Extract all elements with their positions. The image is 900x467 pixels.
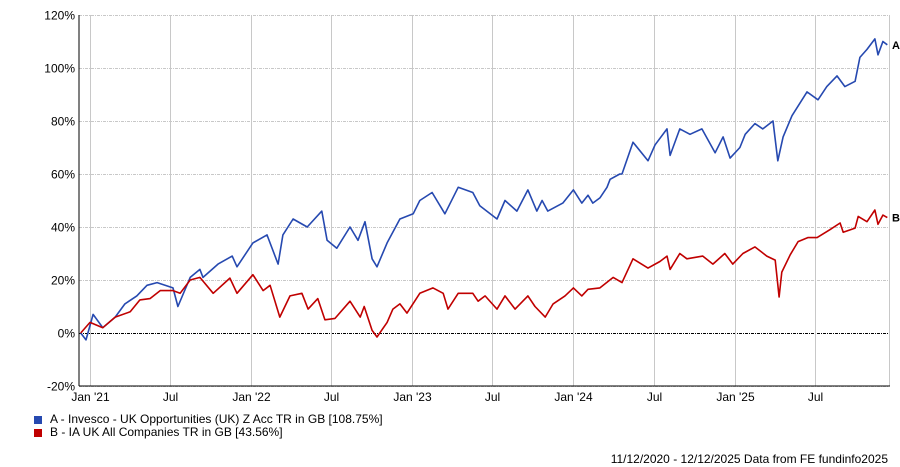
y-tick-label: 40% <box>51 221 75 235</box>
x-tick-label: Jan '25 <box>716 390 755 404</box>
y-tick-label: 0% <box>58 327 76 341</box>
y-axis-ticks: -20% 0% 20% 40% 60% 80% 100% 120% <box>44 9 75 394</box>
legend-label-b: B - IA UK All Companies TR in GB [43.56%… <box>50 425 283 439</box>
x-tick-label: Jan '21 <box>71 390 110 404</box>
x-tick-label: Jul <box>485 390 500 404</box>
footer-date-range: 11/12/2020 - 12/12/2025 Data from FE fun… <box>610 452 888 466</box>
series-line-a <box>80 38 888 341</box>
series-end-label-a: A <box>892 40 900 52</box>
x-tick-label: Jan '23 <box>393 390 432 404</box>
series-end-label-b: B <box>892 213 900 225</box>
x-tick-label: Jan '22 <box>232 390 271 404</box>
y-tick-label: 100% <box>44 62 75 76</box>
legend-swatch-a <box>34 415 42 424</box>
y-tick-label: -20% <box>47 380 75 394</box>
x-tick-label: Jan '24 <box>554 390 593 404</box>
performance-chart: -20%0%20%40%60%80%100%120% Jan '21 Jul Jan… <box>44 9 900 405</box>
x-tick-label: Jul <box>163 390 178 404</box>
x-axis-ticks: Jan '21 Jul Jan '22 Jul Jan '23 Jul Jan '24 Jul… <box>71 390 823 404</box>
x-tick-label: Jul <box>808 390 823 404</box>
series-line-b <box>80 209 888 338</box>
y-tick-label: 20% <box>51 274 75 288</box>
legend: A - Invesco - UK Opportunities (UK) Z Ac… <box>34 413 383 439</box>
legend-item-a: A - Invesco - UK Opportunities (UK) Z Ac… <box>34 413 383 426</box>
y-tick-label: 60% <box>51 168 75 182</box>
x-tick-label: Jul <box>324 390 339 404</box>
series-lines: AB <box>80 38 900 341</box>
legend-item-b: B - IA UK All Companies TR in GB [43.56%… <box>34 426 383 439</box>
y-tick-label: 120% <box>44 9 75 23</box>
x-tick-label: Jul <box>647 390 662 404</box>
gridlines <box>79 15 890 387</box>
legend-label-a: A - Invesco - UK Opportunities (UK) Z Ac… <box>50 412 383 426</box>
y-tick-label: 80% <box>51 115 75 129</box>
legend-swatch-b <box>34 428 42 437</box>
